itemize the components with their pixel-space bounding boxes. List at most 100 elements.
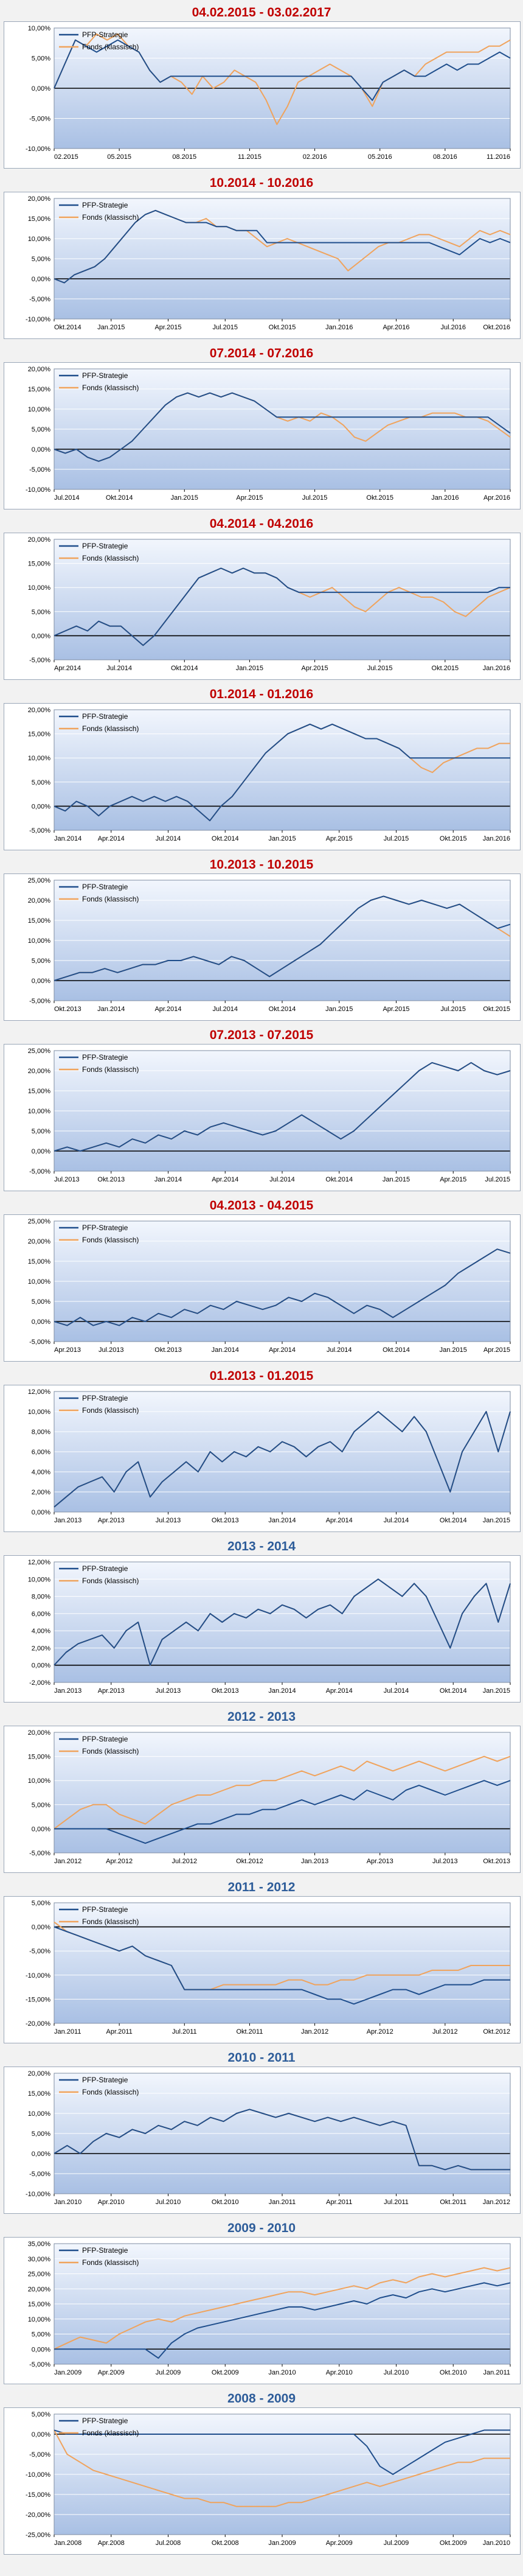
y-tick-label: 0,00%	[32, 1509, 50, 1516]
x-tick-label: Okt.2015	[440, 835, 467, 842]
x-tick-label: Jul.2013	[156, 1687, 181, 1695]
chart-title: 2013 - 2014	[227, 1539, 296, 1553]
x-tick-label: Jan.2010	[54, 2199, 81, 2206]
chart-title: 04.02.2015 - 03.02.2017	[192, 5, 331, 19]
x-tick-label: Apr.2010	[326, 2369, 353, 2376]
x-tick-label: Jul.2013	[99, 1346, 124, 1354]
x-tick-label: Jan.2015	[483, 1687, 510, 1695]
legend-label: PFP-Strategie	[82, 1564, 128, 1573]
x-tick-label: 11.2016	[487, 153, 510, 161]
y-tick-label: 10,00%	[28, 25, 51, 32]
plot-area	[54, 1903, 510, 2023]
y-tick-label: 5,00%	[32, 609, 50, 616]
line-chart: 20,00% 15,00% 10,00% 5,00% 0,00% -5,00% Apr.20…	[28, 536, 511, 672]
x-tick-label: Jul.2009	[156, 2369, 181, 2376]
y-tick-label: -15,00%	[26, 1996, 50, 2003]
x-tick-label: Apr.2008	[98, 2539, 125, 2547]
x-tick-label: Okt.2012	[483, 2028, 510, 2035]
x-tick-label: Okt.2014	[269, 1006, 296, 1013]
chart-frame: 10,00% 5,00% 0,00% -5,00% -10,00% 02.2015 05.2…	[4, 21, 521, 169]
y-tick-label: 20,00%	[28, 2070, 51, 2077]
series-line-fund	[54, 2267, 511, 2350]
chart-title: 2009 - 2010	[227, 2221, 296, 2235]
legend-label: PFP-Strategie	[82, 712, 128, 721]
x-tick-label: Jan.2013	[301, 1858, 328, 1865]
x-tick-label: Okt.2014	[440, 1687, 467, 1695]
y-tick-label: 15,00%	[28, 1754, 51, 1761]
y-tick-label: 15,00%	[28, 731, 51, 738]
x-tick-label: Jan.2014	[212, 1346, 239, 1354]
y-tick-label: 15,00%	[28, 215, 51, 223]
chart-panel: 2008 - 2009 5,00% 0,00% -5,00% -10,00% -15,00…	[0, 2389, 523, 2560]
plot-border	[54, 1732, 511, 1853]
x-tick-label: Apr.2015	[383, 1006, 409, 1013]
y-tick-label: 20,00%	[28, 1068, 51, 1075]
x-tick-label: Jul.2015	[302, 494, 328, 502]
y-tick-label: 5,00%	[32, 256, 50, 263]
x-tick-label: Jan.2015	[268, 835, 296, 842]
legend-label: Fonds (klassisch)	[82, 554, 139, 562]
x-tick-label: Jan.2010	[268, 2369, 296, 2376]
x-tick-label: Jan.2015	[236, 665, 263, 672]
plot-border	[54, 368, 511, 490]
y-tick-label: 25,00%	[28, 1048, 51, 1055]
y-tick-label: 0,00%	[32, 1924, 50, 1931]
y-tick-label: -5,00%	[29, 116, 50, 123]
x-tick-label: Jul.2014	[384, 1517, 409, 1524]
x-tick-label: Jul.2013	[432, 1858, 458, 1865]
x-tick-label: Jan.2014	[268, 1687, 296, 1695]
legend-label: PFP-Strategie	[82, 1905, 128, 1914]
x-tick-label: Apr.2011	[106, 2028, 133, 2035]
y-tick-label: -5,00%	[29, 296, 50, 303]
chart-title: 01.2014 - 01.2016	[209, 687, 314, 701]
y-tick-label: 10,00%	[28, 1576, 51, 1583]
x-tick-label: Apr.2014	[326, 1687, 353, 1695]
x-tick-label: Jan.2016	[325, 324, 353, 331]
line-chart: 35,00% 30,00% 25,00% 20,00% 15,00% 10,00% 5,00…	[28, 2241, 511, 2376]
y-tick-label: 10,00%	[28, 937, 51, 945]
line-chart: 20,00% 15,00% 10,00% 5,00% 0,00% -5,00% -10,00…	[26, 366, 511, 502]
x-tick-label: Apr.2015	[326, 835, 353, 842]
series-line-strategy	[54, 1578, 511, 1666]
y-tick-label: 5,00%	[32, 2331, 50, 2339]
legend-label: PFP-Strategie	[82, 1223, 128, 1232]
x-tick-label: Apr.2010	[98, 2199, 125, 2206]
y-tick-label: -5,00%	[29, 827, 50, 835]
chart-title: 2010 - 2011	[227, 2051, 296, 2065]
y-tick-label: 10,00%	[28, 1409, 51, 1416]
x-tick-label: Okt.2010	[212, 2199, 239, 2206]
series-line-strategy	[54, 1780, 511, 1844]
y-tick-label: 20,00%	[28, 707, 51, 714]
legend-label: Fonds (klassisch)	[82, 1236, 139, 1244]
legend-label: Fonds (klassisch)	[82, 895, 139, 903]
x-tick-label: Jul.2016	[440, 324, 466, 331]
plot-area	[54, 539, 510, 660]
line-chart: 20,00% 15,00% 10,00% 5,00% 0,00% -5,00% Jan.20…	[28, 707, 511, 842]
y-tick-label: 0,00%	[32, 1318, 50, 1326]
y-tick-label: -5,00%	[29, 1339, 50, 1346]
x-tick-label: Okt.2015	[366, 494, 393, 502]
y-tick-label: 10,00%	[28, 1777, 51, 1785]
legend-label: PFP-Strategie	[82, 1053, 128, 1062]
series-line-strategy	[54, 392, 511, 462]
series-line-strategy	[54, 2429, 510, 2475]
x-tick-label: Jul.2015	[384, 835, 409, 842]
chart-panel: 2009 - 2010 35,00% 30,00% 25,00% 20,00% 15,00…	[0, 2219, 523, 2389]
chart-frame: 12,00% 10,00% 8,00% 6,00% 4,00% 2,00% 0,00% Jan…	[4, 1385, 521, 1532]
y-tick-label: 8,00%	[32, 1594, 50, 1601]
y-tick-label: 15,00%	[28, 561, 51, 568]
plot-border	[54, 1902, 511, 2024]
x-tick-label: 08.2016	[433, 153, 457, 161]
x-tick-label: Jul.2014	[156, 835, 181, 842]
chart-title: 01.2013 - 01.2015	[209, 1369, 314, 1383]
y-tick-label: -25,00%	[26, 2532, 50, 2539]
y-tick-label: 10,00%	[28, 1108, 51, 1115]
y-tick-label: 15,00%	[28, 2090, 51, 2098]
legend-label: Fonds (klassisch)	[82, 2258, 139, 2267]
series-line-strategy	[54, 39, 511, 101]
y-tick-label: 5,00%	[32, 1802, 50, 1809]
x-tick-label: Jul.2014	[212, 1006, 238, 1013]
line-chart: 25,00% 20,00% 15,00% 10,00% 5,00% 0,00% -5,00%…	[28, 1048, 511, 1183]
chart-panel: 2011 - 2012 5,00% 0,00% -5,00% -10,00% -15,00…	[0, 1878, 523, 2048]
series-line-fund	[54, 2429, 510, 2507]
